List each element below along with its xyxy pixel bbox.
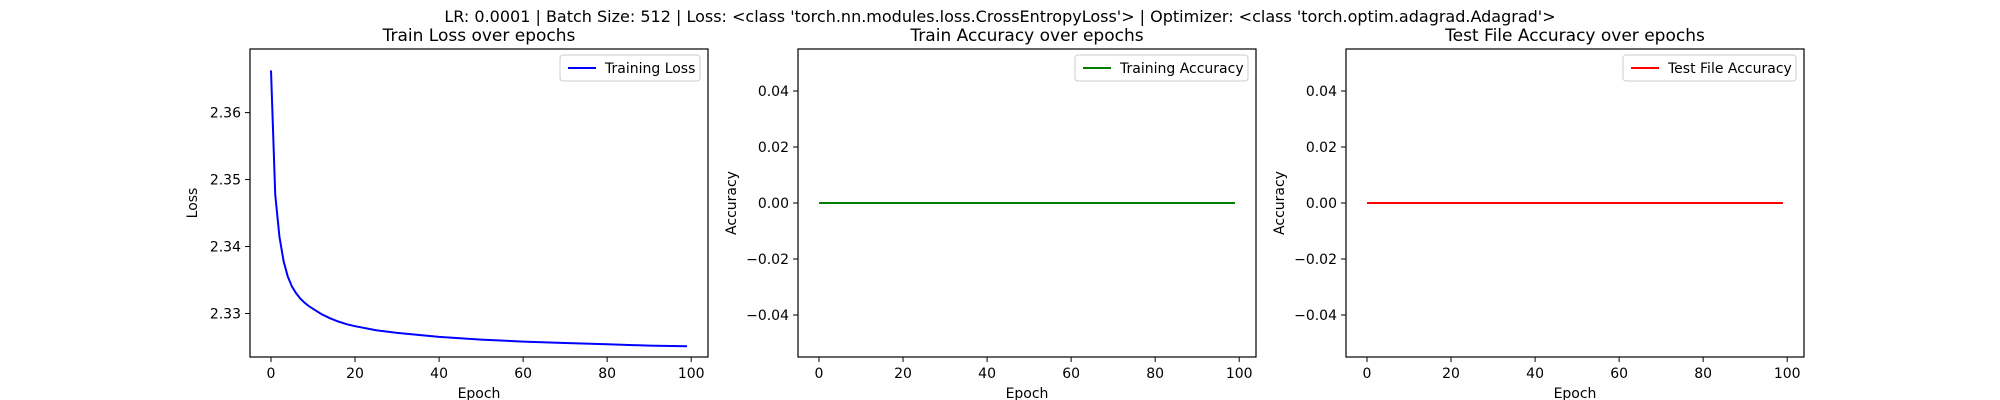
x-tick-label: 20 [1442, 366, 1460, 382]
x-tick-label: 0 [267, 366, 276, 382]
chart-3-title: Test File Accuracy over epochs [1444, 26, 1705, 46]
y-tick-label: 0.00 [1306, 196, 1337, 212]
chart-2-title: Train Accuracy over epochs [909, 26, 1143, 46]
y-tick-label: −0.04 [1294, 308, 1337, 324]
x-tick-label: 100 [1774, 366, 1801, 382]
x-tick-label: 40 [430, 366, 448, 382]
y-tick-label: 0.04 [758, 84, 789, 100]
y-tick-label: 0.02 [758, 140, 789, 156]
x-tick-label: 80 [1146, 366, 1164, 382]
y-tick-label: 2.36 [210, 106, 241, 122]
x-tick-label: 80 [1694, 366, 1712, 382]
x-tick-label: 80 [598, 366, 616, 382]
chart-1-title: Train Loss over epochs [382, 26, 576, 46]
y-tick-label: 0.02 [1306, 140, 1337, 156]
x-tick-label: 0 [1363, 366, 1372, 382]
chart-1-legend [559, 54, 701, 82]
x-tick-label: 0 [815, 366, 824, 382]
chart-2-ylabel: Accuracy [724, 171, 740, 235]
chart-2-xlabel: Epoch [1006, 386, 1049, 400]
x-tick-label: 40 [1526, 366, 1544, 382]
y-tick-label: 0.04 [1306, 84, 1337, 100]
chart-1-plot-area [249, 48, 709, 358]
chart-2-legend-label: Training Accuracy [1119, 61, 1244, 77]
y-tick-label: −0.02 [1294, 252, 1337, 268]
chart-1-legend-label: Training Loss [604, 61, 695, 77]
x-tick-label: 100 [678, 366, 705, 382]
x-tick-label: 60 [514, 366, 532, 382]
x-tick-label: 20 [346, 366, 364, 382]
y-tick-label: −0.04 [746, 308, 789, 324]
x-tick-label: 60 [1062, 366, 1080, 382]
figure-suptitle: LR: 0.0001 | Batch Size: 512 | Loss: <cl… [444, 7, 1555, 26]
chart-1-ylabel: Loss [185, 188, 201, 219]
x-tick-label: 40 [978, 366, 996, 382]
chart-2-legend [1074, 54, 1249, 82]
chart-3-legend-label: Test File Accuracy [1667, 61, 1792, 77]
x-tick-label: 20 [894, 366, 912, 382]
chart-1-series-line [270, 70, 688, 348]
x-tick-label: 100 [1226, 366, 1253, 382]
chart-1-xlabel: Epoch [458, 386, 501, 400]
chart-3-ylabel: Accuracy [1272, 171, 1288, 235]
y-tick-label: 2.34 [210, 240, 241, 256]
y-tick-label: −0.02 [746, 252, 789, 268]
y-tick-label: 0.00 [758, 196, 789, 212]
chart-3-xlabel: Epoch [1554, 386, 1597, 400]
chart-3-legend [1622, 54, 1797, 82]
y-tick-label: 2.33 [210, 306, 241, 322]
y-tick-label: 2.35 [210, 173, 241, 189]
x-tick-label: 60 [1610, 366, 1628, 382]
